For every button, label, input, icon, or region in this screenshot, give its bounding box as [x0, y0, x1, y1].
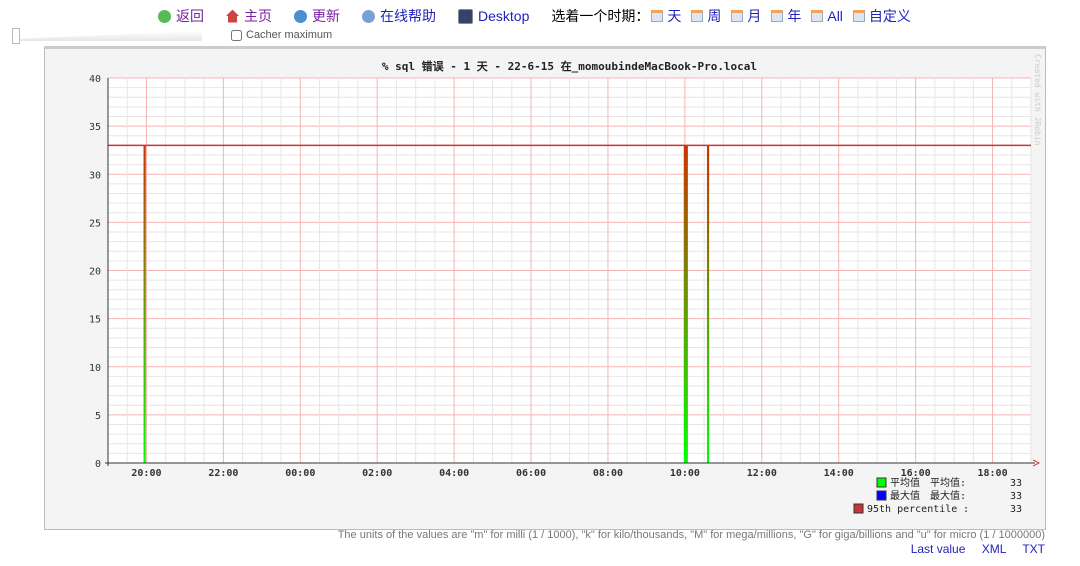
calendar-icon	[651, 10, 664, 22]
period-custom-label: 自定义	[868, 8, 911, 24]
y-tick-label: 0	[95, 459, 101, 470]
x-tick-label: 04:00	[439, 468, 469, 479]
legend-label: 最大值:	[930, 489, 966, 502]
y-tick-label: 5	[95, 411, 101, 422]
x-tick-label: 00:00	[285, 468, 315, 479]
desktop-link[interactable]: Desktop	[458, 8, 529, 24]
chart-frame: 0 5 10 15 20 25 30 35 40 20:00 22:00 00:00 02:00 04:0…	[44, 46, 1046, 530]
period-all-label: All	[827, 8, 843, 24]
legend-swatch	[853, 503, 864, 514]
x-tick-label: 20:00	[131, 468, 161, 479]
x-tick-label: 02:00	[362, 468, 392, 479]
last-value-link[interactable]: Last value	[910, 542, 966, 556]
desktop-icon	[458, 8, 473, 24]
period-label: 选着一个时期：	[551, 8, 650, 24]
back-icon	[158, 9, 171, 23]
refresh-link[interactable]: 更新	[294, 6, 340, 26]
legend-value: 33	[1010, 478, 1022, 489]
period-year[interactable]: 年	[771, 6, 801, 26]
x-tick-label: 16:00	[901, 468, 931, 479]
help-icon	[362, 9, 375, 23]
calendar-icon	[731, 10, 744, 22]
calendar-icon	[852, 10, 865, 22]
units-note: The units of the values are "m" for mill…	[337, 529, 1045, 541]
axis-arrow	[1032, 459, 1041, 467]
legend-name: 最大值	[890, 489, 920, 502]
txt-link[interactable]: TXT	[1022, 542, 1045, 556]
legend-swatch	[876, 490, 887, 501]
help-link[interactable]: 在线帮助	[362, 6, 436, 26]
back-label: 返回	[176, 8, 204, 24]
period-month-label: 月	[747, 8, 762, 24]
y-tick-label: 40	[89, 74, 101, 85]
y-tick-label: 10	[89, 363, 101, 374]
x-tick-label: 08:00	[593, 468, 623, 479]
calendar-icon	[811, 10, 824, 22]
top-nav: 返回 主页 更新 在线帮助 Desktop 选着一个时期： 天 周 月 年 Al…	[158, 6, 921, 26]
data-bar	[683, 145, 688, 463]
legend-swatch	[876, 477, 887, 488]
data-bar	[143, 145, 146, 463]
legend-name: 平均值	[890, 476, 920, 489]
period-day[interactable]: 天	[651, 6, 681, 26]
period-month[interactable]: 月	[731, 6, 761, 26]
chart: 0 5 10 15 20 25 30 35 40 20:00 22:00 00:00 02:00 04:0…	[89, 54, 1042, 515]
home-label: 主页	[244, 8, 272, 24]
period-all[interactable]: All	[811, 8, 843, 24]
period-week-label: 周	[707, 8, 722, 24]
x-tick-label: 14:00	[824, 468, 854, 479]
calendar-icon	[771, 10, 784, 22]
period-custom[interactable]: 自定义	[852, 6, 911, 26]
y-tick-label: 25	[89, 218, 101, 229]
period-year-label: 年	[787, 8, 802, 24]
zoom-slider[interactable]	[12, 28, 202, 44]
cacher-maximum-checkbox[interactable]: Cacher maximum	[231, 29, 332, 41]
back-link[interactable]: 返回	[158, 6, 204, 26]
data-bar	[706, 145, 710, 463]
legend-name: 95th percentile	[867, 504, 957, 515]
cacher-label: Cacher maximum	[246, 29, 333, 41]
x-tick-label: 10:00	[670, 468, 700, 479]
y-tick-label: 35	[89, 122, 101, 133]
desktop-label: Desktop	[478, 8, 530, 24]
period-links: 天 周 月 年 All 自定义	[651, 6, 921, 26]
export-links: Last value XML TXT	[898, 542, 1045, 556]
refresh-icon	[294, 9, 307, 23]
refresh-label: 更新	[312, 8, 340, 24]
slider-handle[interactable]	[12, 28, 20, 44]
help-label: 在线帮助	[380, 8, 436, 24]
y-tick-label: 15	[89, 315, 101, 326]
watermark: Created with JRobin	[1033, 54, 1042, 146]
x-tick-label: 22:00	[208, 468, 238, 479]
y-tick-label: 20	[89, 267, 101, 278]
period-day-label: 天	[667, 8, 682, 24]
xml-link[interactable]: XML	[981, 542, 1006, 556]
chart-title: % sql 错误 - 1 天 - 22-6-15 在_momoubindeMac…	[382, 59, 757, 73]
x-tick-label: 18:00	[977, 468, 1007, 479]
legend-value: 33	[1010, 504, 1022, 515]
home-link[interactable]: 主页	[226, 6, 272, 26]
legend-label: 平均值:	[930, 476, 966, 489]
legend-label: :	[963, 504, 969, 515]
period-week[interactable]: 周	[691, 6, 721, 26]
x-tick-label: 12:00	[747, 468, 777, 479]
slider-track	[16, 31, 202, 41]
home-icon	[226, 9, 239, 23]
calendar-icon	[691, 10, 704, 22]
cacher-checkbox-input[interactable]	[231, 29, 242, 41]
legend-value: 33	[1010, 491, 1022, 502]
x-tick-label: 06:00	[516, 468, 546, 479]
y-tick-label: 30	[89, 170, 101, 181]
